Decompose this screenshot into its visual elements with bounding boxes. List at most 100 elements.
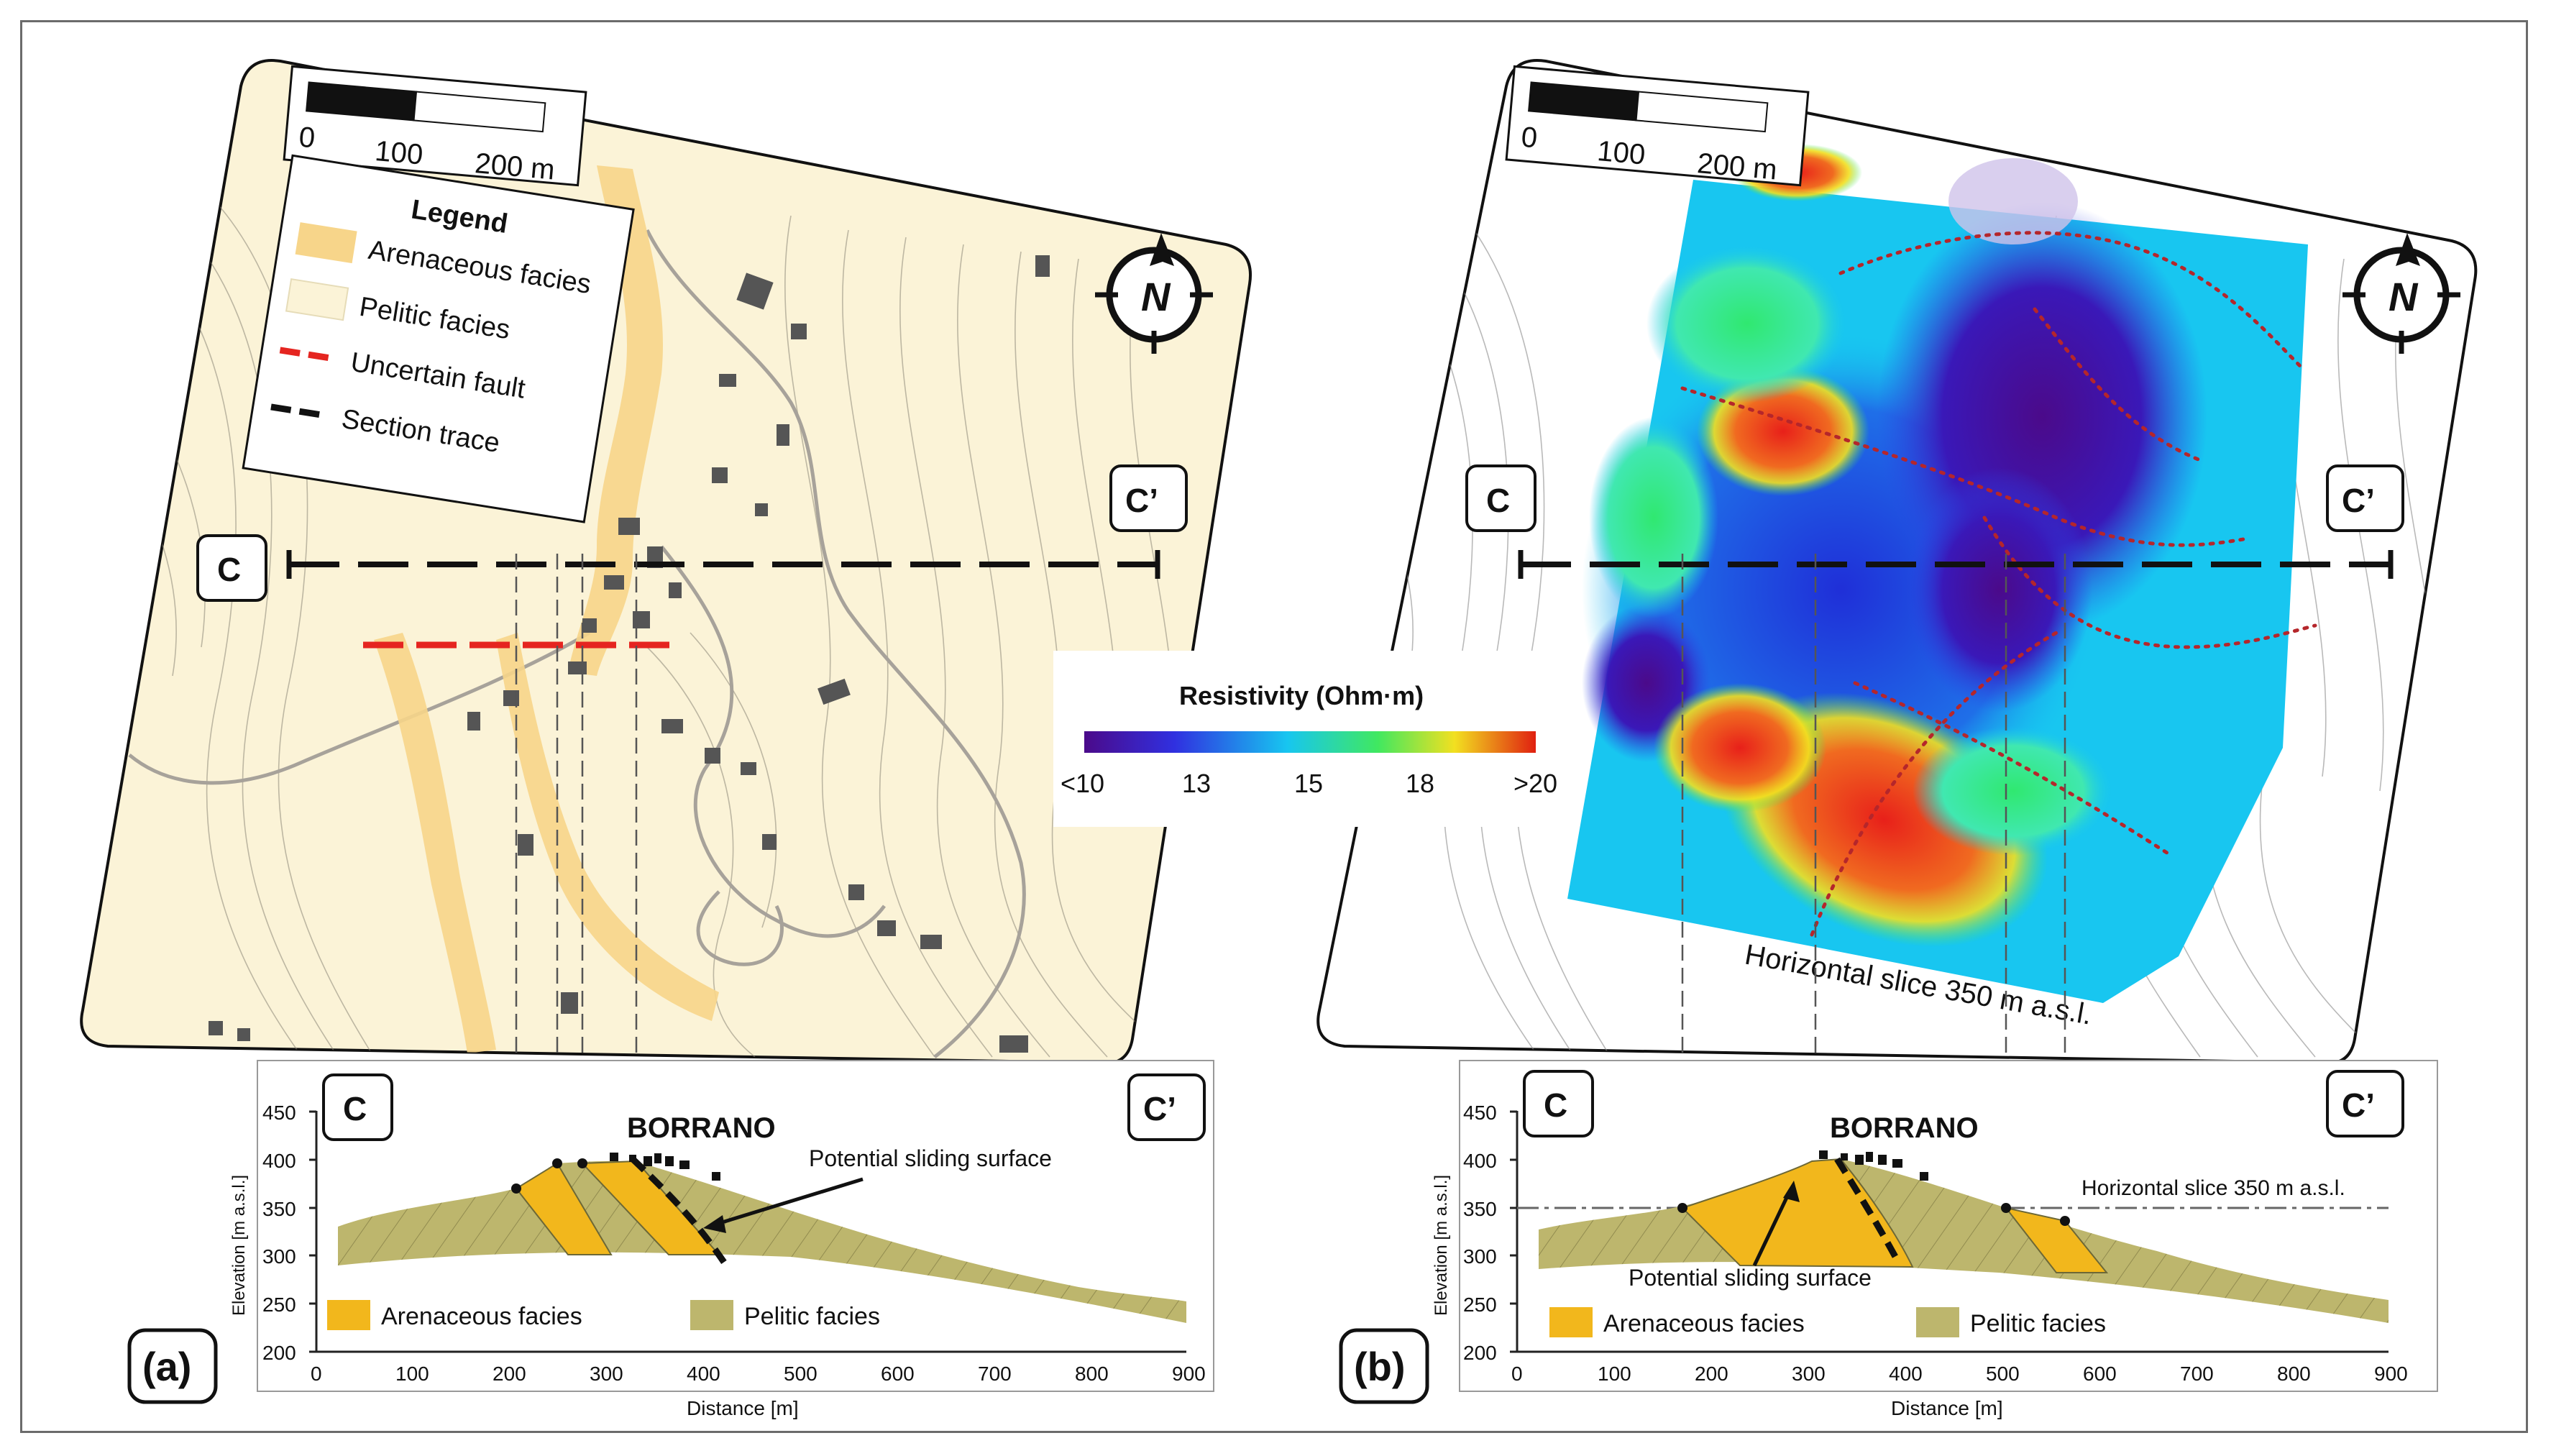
xs-a-label-c: C xyxy=(322,1073,393,1141)
xs-ytick-350: 350 xyxy=(262,1198,296,1220)
resistivity-colorbar: Resistivity (Ohm·m) <10 13 15 18 >20 xyxy=(1053,651,1564,827)
figure-frame xyxy=(20,20,2528,1433)
xs-xtick-900: 900 xyxy=(1172,1363,1206,1385)
colorbar-tick-min: <10 xyxy=(1061,769,1104,798)
scale-tick-200: 200 m xyxy=(1696,147,1779,186)
xs-xtick-0: 0 xyxy=(311,1363,322,1385)
panel-b-map: 0 100 200 m N C xyxy=(1316,59,2478,1221)
xs-ytick-450: 450 xyxy=(1463,1102,1497,1124)
xs-a-legend-pelitic: Pelitic facies xyxy=(744,1303,880,1330)
xs-xtick-500: 500 xyxy=(784,1363,817,1385)
svg-text:C’: C’ xyxy=(1143,1090,1176,1127)
svg-text:C: C xyxy=(343,1090,367,1127)
xs-ytick-350: 350 xyxy=(1463,1198,1497,1220)
xs-b-legend-pelitic: Pelitic facies xyxy=(1970,1310,2106,1337)
section-label-c-prime-b: C’ xyxy=(2326,464,2404,532)
xs-b-arrow-head xyxy=(1783,1181,1800,1202)
xs-ytick-250: 250 xyxy=(1463,1294,1497,1316)
scale-tick-200: 200 m xyxy=(474,147,557,186)
xs-ytick-400: 400 xyxy=(262,1150,296,1172)
xs-a-town-label: BORRANO xyxy=(627,1112,776,1144)
colorbar-tick-max: >20 xyxy=(1513,769,1557,798)
legend-line-uncertain-fault xyxy=(279,347,338,362)
colorbar-tick-15: 15 xyxy=(1294,769,1323,798)
xs-ytick-300: 300 xyxy=(1463,1245,1497,1268)
xs-b-label-c-prime: C’ xyxy=(2326,1070,2404,1137)
xs-xtick-300: 300 xyxy=(1792,1363,1826,1385)
xs-xtick-300: 300 xyxy=(590,1363,623,1385)
xs-xtick-600: 600 xyxy=(2083,1363,2117,1385)
xs-a-annotation-arrow xyxy=(710,1177,864,1228)
dotted-faults-b xyxy=(1680,231,2317,937)
svg-text:C’: C’ xyxy=(2342,1086,2375,1124)
xs-a-label-c-prime: C’ xyxy=(1127,1073,1206,1141)
xs-b-slice-label: Horizontal slice 350 m a.s.l. xyxy=(2081,1176,2345,1200)
north-arrow-b: N xyxy=(2342,233,2460,354)
xs-b-annotation: Potential sliding surface xyxy=(1629,1265,1872,1291)
colorbar-tick-18: 18 xyxy=(1406,769,1434,798)
xs-b-town xyxy=(1819,1150,1928,1181)
scale-tick-0: 0 xyxy=(1520,122,1539,155)
xs-ylabel: Elevation [m a.s.l.] xyxy=(1432,1175,1451,1316)
xs-xtick-600: 600 xyxy=(881,1363,915,1385)
section-label-c-a: C xyxy=(196,534,267,602)
xs-ytick-250: 250 xyxy=(262,1294,296,1316)
legend-swatch-pelitic xyxy=(285,278,349,321)
xs-xtick-900: 900 xyxy=(2374,1363,2408,1385)
xs-b-sliding-surface xyxy=(1834,1157,1901,1264)
svg-text:C: C xyxy=(217,551,241,588)
svg-text:C’: C’ xyxy=(1125,482,1158,519)
xs-xlabel: Distance [m] xyxy=(1891,1397,2003,1419)
xs-ytick-450: 450 xyxy=(262,1102,296,1124)
colorbar-tick-13: 13 xyxy=(1182,769,1211,798)
panel-a-map: 0 100 200 m Legend Arenaceous facies Pel… xyxy=(80,59,1252,1189)
xs-ytick-300: 300 xyxy=(262,1245,296,1268)
legend-line-section-trace xyxy=(270,403,329,419)
xs-xtick-500: 500 xyxy=(1986,1363,2020,1385)
xs-a-legend-arenaceous: Arenaceous facies xyxy=(381,1303,582,1330)
xs-xtick-800: 800 xyxy=(1075,1363,1109,1385)
scale-tick-100: 100 xyxy=(1596,135,1647,171)
svg-text:(a): (a) xyxy=(142,1344,191,1389)
svg-text:C: C xyxy=(1486,482,1510,519)
colorbar-title: Resistivity (Ohm·m) xyxy=(1179,681,1424,710)
scale-tick-0: 0 xyxy=(298,122,316,155)
xs-xtick-800: 800 xyxy=(2277,1363,2311,1385)
xs-a-axes: 450 400 350 300 250 200 Elevation [m a.s… xyxy=(229,1102,1206,1419)
cross-section-a: 450 400 350 300 250 200 Elevation [m a.s… xyxy=(127,1060,1214,1419)
xs-b-legend-swatch-pelitic xyxy=(1916,1307,1959,1337)
xs-b-arenaceous-2 xyxy=(2004,1207,2109,1273)
xs-xtick-100: 100 xyxy=(1598,1363,1631,1385)
xs-b-town-label: BORRANO xyxy=(1830,1112,1979,1144)
panel-label-a: (a) xyxy=(127,1328,218,1404)
panel-label-b: (b) xyxy=(1339,1328,1429,1404)
xs-b-axes: 450 400 350 300 250 200 Elevation [m a.s… xyxy=(1432,1102,2408,1419)
xs-xtick-700: 700 xyxy=(978,1363,1012,1385)
xs-xtick-100: 100 xyxy=(395,1363,429,1385)
xs-a-arrow-head xyxy=(703,1215,726,1233)
legend-swatch-arenaceous xyxy=(295,222,357,264)
section-label-c-b: C xyxy=(1465,464,1536,532)
map-a-arenaceous-bands xyxy=(374,165,719,1053)
scale-bar-a: 0 100 200 m xyxy=(283,65,587,187)
north-arrow-a: N xyxy=(1095,233,1213,354)
svg-text:C’: C’ xyxy=(2342,482,2375,519)
xs-ylabel: Elevation [m a.s.l.] xyxy=(229,1175,249,1316)
xs-b-label-c: C xyxy=(1523,1070,1594,1137)
colorbar-gradient xyxy=(1084,731,1536,753)
scale-bar-b: 0 100 200 m xyxy=(1505,65,1810,187)
xs-xlabel: Distance [m] xyxy=(687,1397,799,1419)
xs-b-legend-swatch-arenaceous xyxy=(1549,1307,1593,1337)
xs-a-legend-swatch-arenaceous xyxy=(327,1300,370,1330)
north-label-a: N xyxy=(1141,274,1171,319)
svg-text:(b): (b) xyxy=(1354,1344,1406,1389)
xs-ytick-200: 200 xyxy=(262,1342,296,1364)
xs-a-legend-swatch-pelitic xyxy=(690,1300,733,1330)
scale-tick-100: 100 xyxy=(374,135,424,171)
resistivity-slice xyxy=(1567,144,2308,1003)
xs-xtick-0: 0 xyxy=(1511,1363,1523,1385)
xs-a-arenaceous-1 xyxy=(515,1162,613,1255)
xs-ytick-200: 200 xyxy=(1463,1342,1497,1364)
